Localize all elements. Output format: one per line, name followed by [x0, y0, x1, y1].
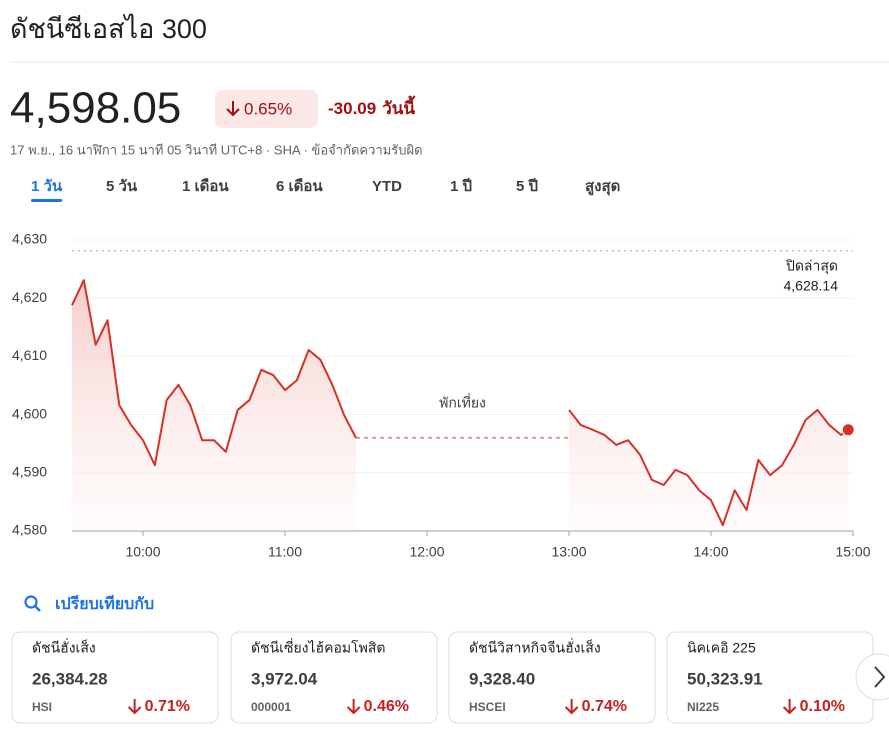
x-tick-label: 10:00 [125, 544, 160, 560]
price-line [71, 279, 849, 527]
change-period: วันนี้ [382, 95, 415, 118]
chart: 4,580 4,590 4,600 4,610 4,620 4,630 10:00 11:00… [12, 231, 871, 560]
x-tick-label: 15:00 [835, 544, 870, 560]
tab[interactable]: 6 เดือน [276, 178, 323, 195]
tab[interactable]: 1 ปี [450, 178, 472, 195]
compare-card[interactable]: ดัชนีฮั่งเส็ง 26,384.28 HSI 0.71% [11, 631, 219, 724]
compare-card[interactable]: ดัชนีวิสาหกิจจีนฮั่งเส็ง 9,328.40 HSCEI 0.7… [448, 631, 656, 724]
y-tick-label: 4,620 [12, 289, 47, 305]
down-arrow [226, 101, 240, 117]
change-percent: 0.65% [244, 99, 292, 118]
card-ticker: HSI [32, 700, 52, 714]
card-price: 3,972.04 [251, 669, 318, 688]
card-ticker: HSCEI [469, 700, 506, 714]
compare-cards: ดัชนีฮั่งเส็ง 26,384.28 HSI 0.71% ดัชนีเซี่ย… [11, 631, 874, 724]
card-name: นิคเคอิ 225 [687, 640, 756, 656]
last-point [841, 423, 855, 437]
area [72, 280, 849, 531]
break-annotation: พักเที่ยง [439, 394, 486, 411]
compare-card[interactable]: นิคเคอิ 225 50,323.91 NI225 0.10% [666, 631, 874, 724]
change: -30.09 วันนี้ [328, 95, 415, 118]
x-tick-label: 13:00 [551, 544, 586, 560]
tab[interactable]: YTD [372, 178, 402, 195]
card-ticker: NI225 [687, 700, 719, 714]
y-tick-label: 4,600 [12, 405, 47, 421]
page-title: ดัชนีซีเอสไอ 300 [10, 14, 207, 44]
change-badge [215, 90, 318, 128]
y-tick-label: 4,630 [12, 231, 47, 247]
x-tick-label: 12:00 [409, 544, 444, 560]
card-price: 9,328.40 [469, 669, 535, 688]
card-name: ดัชนีวิสาหกิจจีนฮั่งเส็ง [469, 639, 601, 656]
tab[interactable]: 1 วัน [31, 178, 63, 195]
down-arrow [127, 699, 142, 715]
search-icon [24, 595, 38, 609]
card-background[interactable] [448, 631, 656, 724]
y-tick-label: 4,590 [12, 464, 47, 480]
down-arrow [564, 699, 579, 715]
previous-close-name: ปิดล่าสุด [785, 258, 838, 275]
card-name: ดัชนีฮั่งเส็ง [32, 639, 96, 656]
card-price: 26,384.28 [32, 669, 108, 688]
tab[interactable]: 5 ปี [516, 178, 538, 195]
card-change: 0.71% [145, 698, 190, 715]
card-background[interactable] [11, 631, 219, 724]
x-tick-label: 11:00 [268, 544, 302, 560]
down-arrow [346, 699, 361, 715]
tab[interactable]: สูงสุด [585, 178, 620, 196]
down-arrow [782, 699, 797, 715]
price: 4,598.05 [10, 84, 181, 133]
card-change: 0.74% [582, 698, 627, 715]
y-tick-label: 4,580 [12, 522, 47, 538]
previous-close-value: 4,628.14 [784, 278, 839, 294]
card-price: 50,323.91 [687, 669, 763, 688]
tabs: 1 วัน 5 วัน 1 เดือน 6 เดือน YTD 1 ปี 5 ปี สูงสุ… [31, 178, 620, 202]
y-tick-label: 4,610 [12, 347, 47, 363]
compare-card[interactable]: ดัชนีเซี่ยงไฮ้คอมโพสิต 3,972.04 000001 0.46… [230, 631, 438, 724]
search-icon-handle [34, 605, 41, 612]
change-value: -30.09 [328, 99, 376, 118]
x-tick-label: 14:00 [693, 544, 728, 560]
card-change: 0.10% [800, 698, 845, 715]
card-ticker: 000001 [251, 700, 291, 714]
tab[interactable]: 1 เดือน [182, 178, 229, 195]
tab[interactable]: 5 วัน [106, 178, 138, 195]
timestamp: 17 พ.ย., 16 นาฬิกา 15 นาที 05 วินาที UTC… [10, 142, 423, 157]
next-button-circle[interactable] [855, 653, 889, 701]
compare-link[interactable]: เปรียบเทียบกับ [24, 594, 155, 613]
card-background[interactable] [230, 631, 438, 724]
next-button[interactable] [855, 653, 889, 701]
tab-underline [31, 199, 63, 202]
card-name: ดัชนีเซี่ยงไฮ้คอมโพสิต [251, 639, 385, 656]
compare-title[interactable]: เปรียบเทียบกับ [55, 594, 154, 613]
chevron-icon [874, 666, 886, 688]
card-change: 0.46% [364, 698, 409, 715]
